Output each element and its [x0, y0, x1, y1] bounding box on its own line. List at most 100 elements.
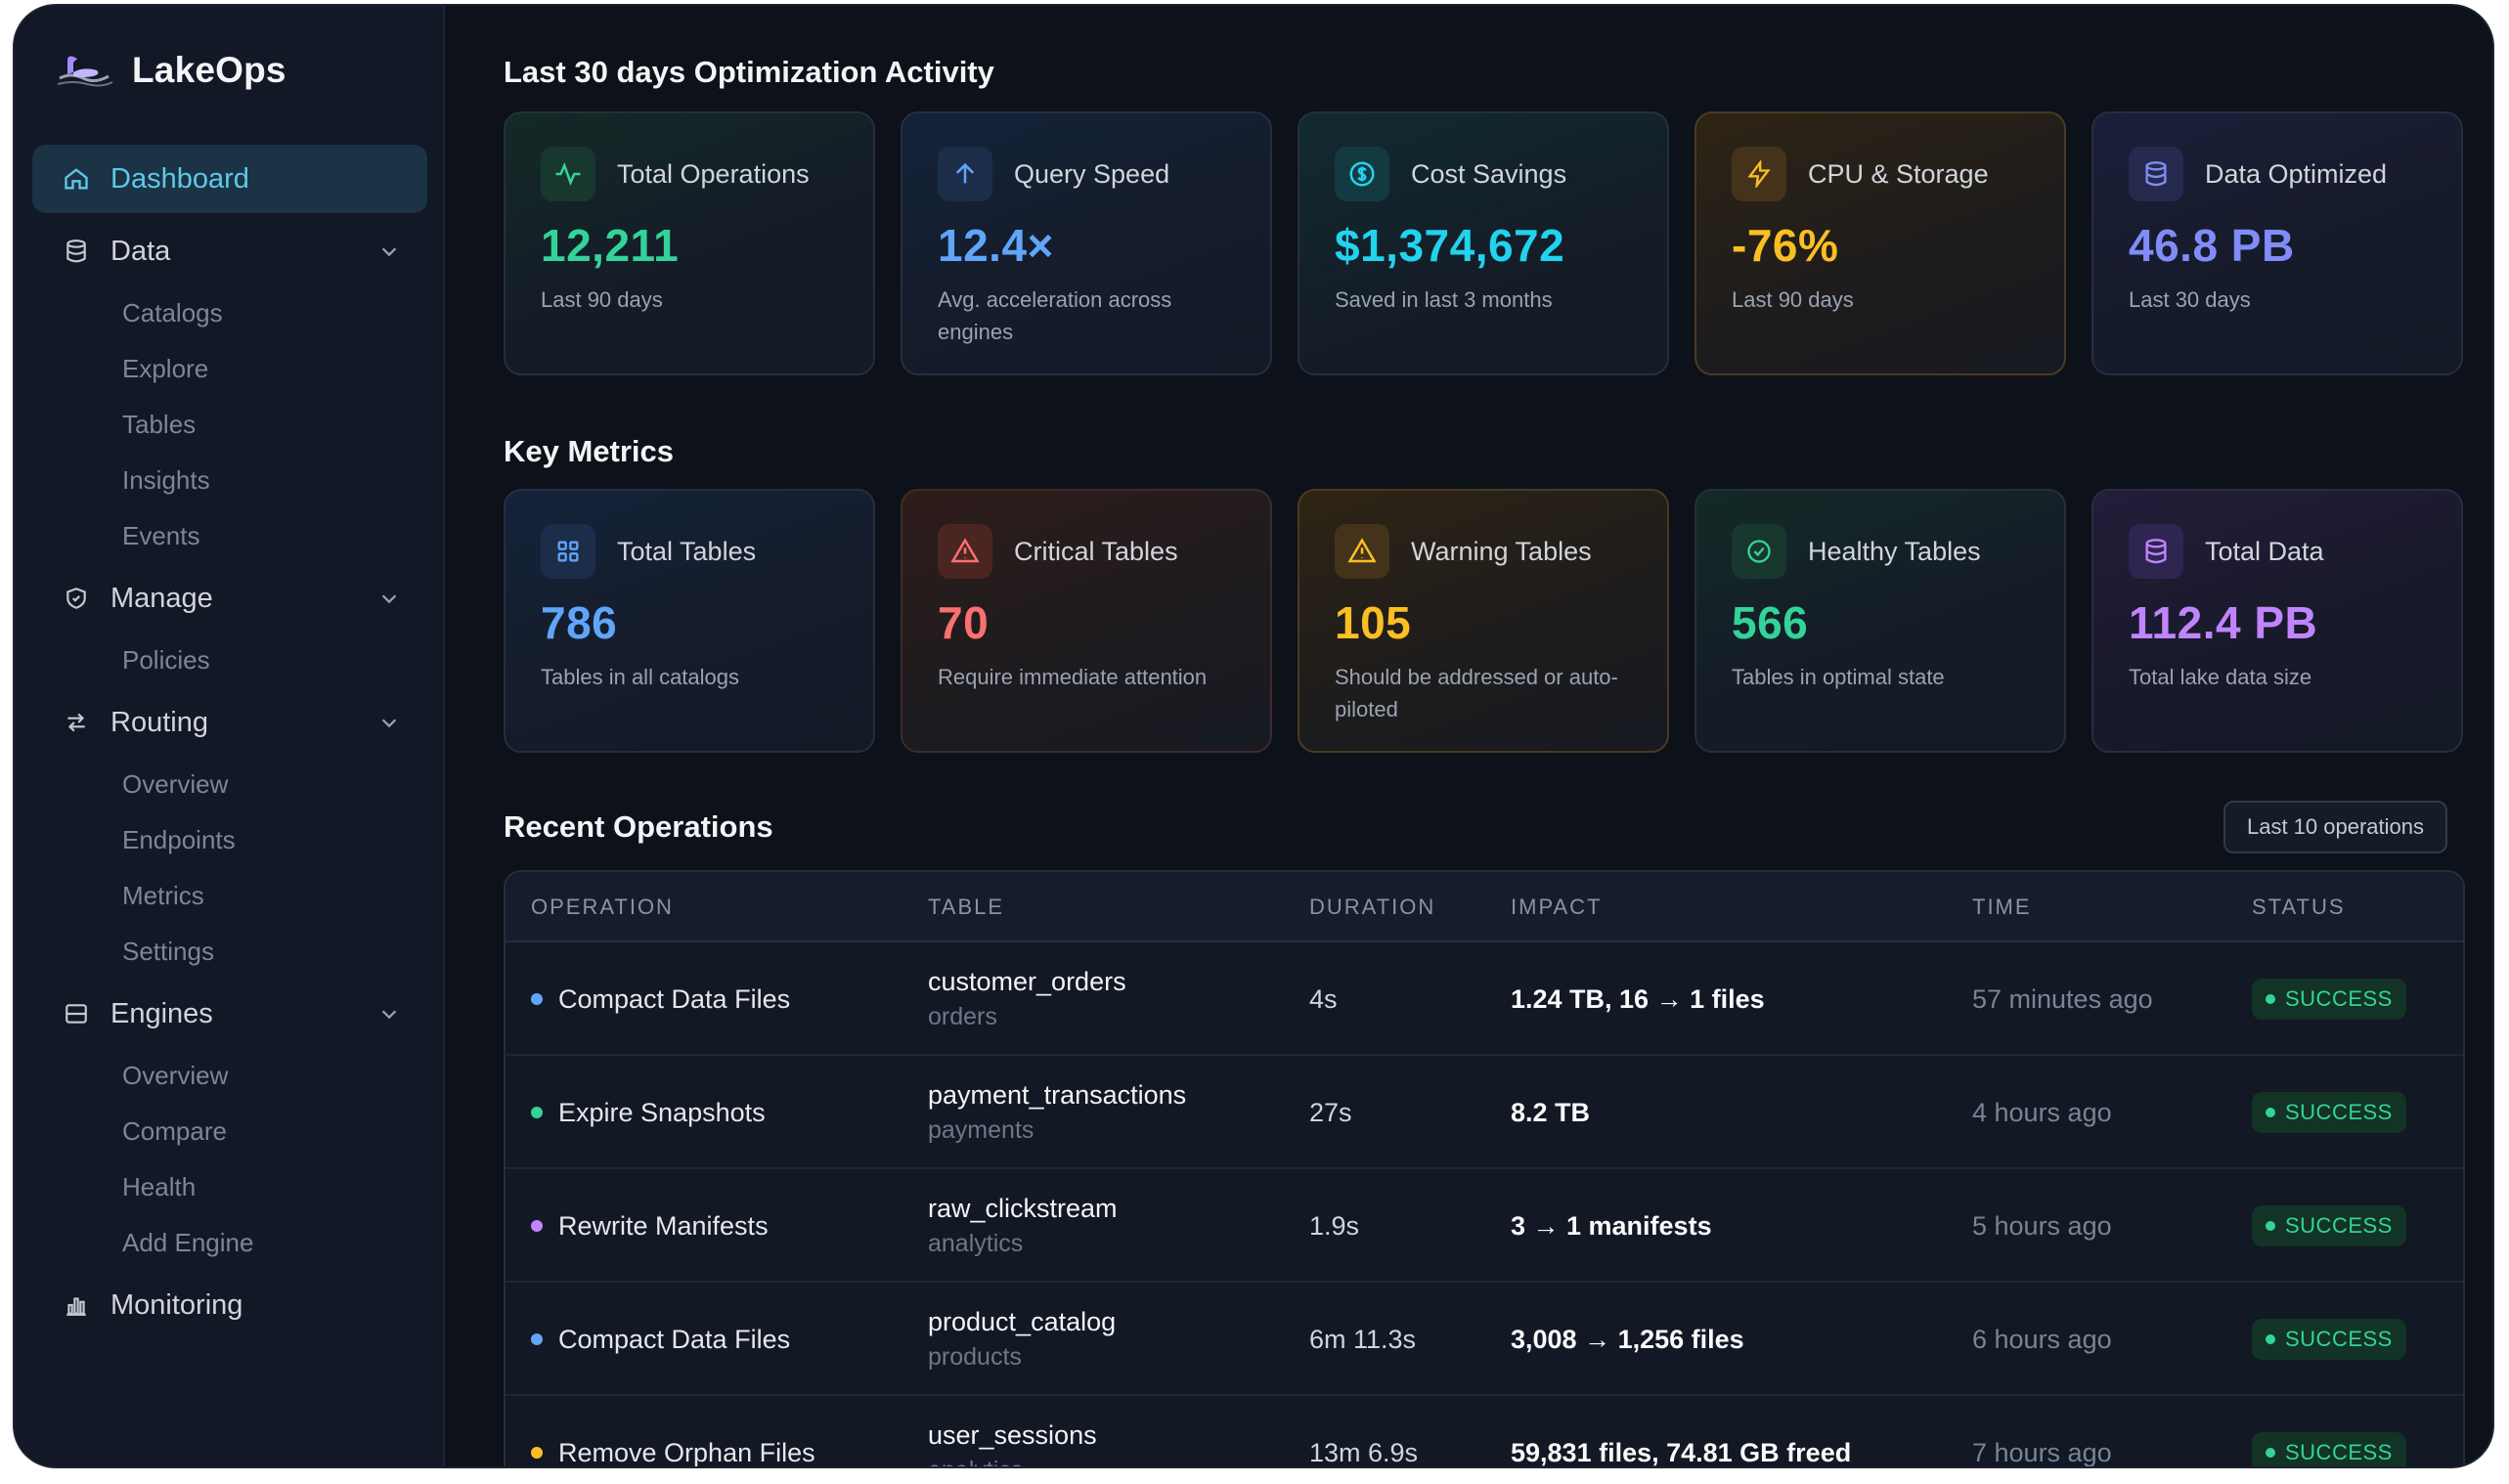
card-critical-tables[interactable]: Critical Tables 70 Require immediate att… [901, 489, 1272, 753]
sidebar-item-label: Manage [110, 582, 213, 614]
status-cell: SUCCESS [2252, 942, 2406, 1056]
card-subtitle: Tables in optimal state [1732, 665, 1945, 689]
column-header-table[interactable]: TABLE [928, 895, 1005, 919]
card-healthy-tables[interactable]: Healthy Tables 566 Tables in optimal sta… [1695, 489, 2066, 753]
impact-cell: 1.24 TB, 16 → 1 files [1511, 983, 1765, 1014]
alert-triangle-icon [938, 524, 992, 579]
home-icon [62, 164, 91, 194]
sidebar-item-label: Monitoring [110, 1288, 243, 1321]
sidebar-nav: Dashboard Data Catalogs Explore Tables I… [32, 145, 427, 1339]
operation-dot [531, 1447, 543, 1459]
sidebar-item-data[interactable]: Data [32, 217, 427, 285]
sidebar-subitem-engines-overview[interactable]: Overview [122, 1061, 229, 1090]
database-icon [62, 237, 91, 266]
recent-operations-title: Recent Operations [504, 809, 773, 844]
sidebar-subitem-events[interactable]: Events [122, 521, 200, 550]
time-cell: 57 minutes ago [1972, 983, 2153, 1014]
sidebar-subitem-add-engine[interactable]: Add Engine [122, 1228, 254, 1257]
chevron-down-icon[interactable] [378, 588, 400, 609]
card-label: Critical Tables [1014, 536, 1178, 566]
recent-operations-table: OPERATION TABLE DURATION IMPACT TIME STA… [504, 870, 2465, 1467]
card-warning-tables[interactable]: Warning Tables 105 Should be addressed o… [1298, 489, 1669, 753]
card-value: 12,211 [541, 220, 680, 271]
operation-cell: Remove Orphan Files [531, 1396, 815, 1466]
table-cell: user_sessionsanalytics [928, 1420, 1097, 1466]
sidebar-item-engines[interactable]: Engines [32, 980, 427, 1048]
operation-dot [531, 1333, 543, 1345]
sidebar-item-label: Engines [110, 997, 213, 1029]
sidebar-subitem-health[interactable]: Health [122, 1172, 197, 1201]
table-row[interactable]: Expire Snapshots payment_transactions pay… [506, 1056, 2463, 1169]
key-metrics-title: Key Metrics [504, 434, 675, 468]
time-cell: 5 hours ago [1972, 1210, 2112, 1241]
grid-icon [541, 524, 595, 579]
status-badge: SUCCESS [2252, 1432, 2406, 1466]
card-label: Query Speed [1014, 158, 1170, 189]
table-row[interactable]: Rewrite Manifests raw_clickstream analyti… [506, 1169, 2463, 1283]
sidebar-item-dashboard[interactable]: Dashboard [32, 145, 427, 213]
chevron-down-icon[interactable] [378, 712, 400, 733]
card-value: 112.4 PB [2129, 597, 2318, 648]
sidebar-subitem-compare[interactable]: Compare [122, 1116, 227, 1146]
sidebar-subitem-settings[interactable]: Settings [122, 937, 214, 966]
column-header-operation[interactable]: OPERATION [531, 895, 674, 919]
status-cell: SUCCESS [2252, 1169, 2406, 1283]
server-icon [62, 999, 91, 1028]
card-label: Healthy Tables [1808, 536, 1981, 566]
table-cell: raw_clickstream analytics [928, 1194, 1118, 1257]
sidebar-item-routing[interactable]: Routing [32, 688, 427, 757]
sidebar-subitem-routing-overview[interactable]: Overview [122, 769, 229, 799]
card-label: Total Operations [617, 158, 810, 189]
table-row[interactable]: Compact Data Files customer_orders orders… [506, 942, 2463, 1056]
status-badge: SUCCESS [2252, 1205, 2406, 1246]
table-row[interactable]: Compact Data Files product_catalog produc… [506, 1283, 2463, 1396]
arrow-up-icon [938, 147, 992, 201]
card-value: 46.8 PB [2129, 220, 2295, 271]
operation-cell: Expire Snapshots [531, 1056, 766, 1169]
sidebar-subitem-policies[interactable]: Policies [122, 645, 210, 675]
card-data-optimized[interactable]: Data Optimized 46.8 PB Last 30 days [2091, 111, 2463, 375]
operation-dot [531, 1220, 543, 1232]
card-subtitle: Total lake data size [2129, 665, 2312, 689]
chevron-down-icon[interactable] [378, 240, 400, 262]
sidebar-item-manage[interactable]: Manage [32, 564, 427, 633]
sidebar-subitem-endpoints[interactable]: Endpoints [122, 825, 236, 854]
card-total-operations[interactable]: Total Operations 12,211 Last 90 days [504, 111, 875, 375]
operation-cell: Compact Data Files [531, 1283, 790, 1396]
table-cell: product_catalog products [928, 1307, 1117, 1371]
time-cell: 4 hours ago [1972, 1097, 2112, 1127]
chevron-down-icon[interactable] [378, 1003, 400, 1025]
database-icon [2129, 524, 2183, 579]
sidebar-subitem-tables[interactable]: Tables [122, 410, 197, 439]
sidebar-subitem-metrics[interactable]: Metrics [122, 881, 204, 910]
card-cpu-storage[interactable]: CPU & Storage -76% Last 90 days [1695, 111, 2066, 375]
card-query-speed[interactable]: Query Speed 12.4× Avg. acceleration acro… [901, 111, 1272, 375]
sidebar-subitem-explore[interactable]: Explore [122, 354, 209, 383]
sidebar-item-label: Dashboard [110, 162, 249, 195]
card-total-tables[interactable]: Total Tables 786 Tables in all catalogs [504, 489, 875, 753]
column-header-duration[interactable]: DURATION [1309, 895, 1436, 919]
card-value: 12.4× [938, 220, 1054, 271]
table-row[interactable]: Remove Orphan Files user_sessionsanalyti… [506, 1396, 2463, 1467]
status-badge: SUCCESS [2252, 979, 2406, 1020]
sidebar-item-monitoring[interactable]: Monitoring [32, 1271, 427, 1339]
status-cell: SUCCESS [2252, 1283, 2406, 1396]
check-circle-icon [1732, 524, 1786, 579]
sidebar-subitem-catalogs[interactable]: Catalogs [122, 298, 223, 327]
card-subtitle: Last 90 days [1732, 287, 1854, 312]
sidebar-subitem-insights[interactable]: Insights [122, 465, 210, 495]
brand[interactable]: LakeOps [54, 49, 286, 92]
column-header-status[interactable]: STATUS [2252, 895, 2346, 919]
bar-chart-icon [62, 1290, 91, 1320]
last-operations-filter-button[interactable]: Last 10 operations [2223, 801, 2447, 853]
card-cost-savings[interactable]: Cost Savings $1,374,672 Saved in last 3 … [1298, 111, 1669, 375]
dollar-icon [1335, 147, 1389, 201]
column-header-time[interactable]: TIME [1972, 895, 2032, 919]
time-cell: 6 hours ago [1972, 1324, 2112, 1354]
duration-cell: 13m 6.9s [1309, 1437, 1419, 1467]
card-label: Data Optimized [2205, 158, 2388, 189]
card-total-data[interactable]: Total Data 112.4 PB Total lake data size [2091, 489, 2463, 753]
column-header-impact[interactable]: IMPACT [1511, 895, 1603, 919]
duration-cell: 6m 11.3s [1309, 1324, 1417, 1354]
activity-title: Last 30 days Optimization Activity [504, 55, 994, 89]
